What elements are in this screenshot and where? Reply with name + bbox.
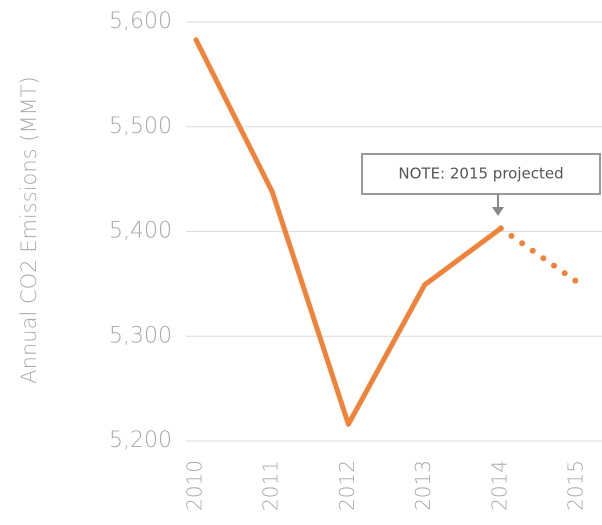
annotation-box — [361, 153, 601, 195]
annotation-arrowhead — [492, 207, 504, 216]
x-tick-label: 2015 — [564, 460, 588, 511]
x-tick-label: 2013 — [411, 460, 435, 511]
x-tick-label: 2012 — [335, 460, 359, 511]
y-tick-label: 5,300 — [109, 323, 172, 348]
annotation: NOTE: 2015 projected — [398, 165, 563, 183]
projected-line — [497, 225, 580, 285]
y-tick-label: 5,200 — [109, 428, 172, 453]
x-tick-label: 2011 — [259, 460, 283, 511]
x-tick-label: 2014 — [487, 460, 511, 511]
y-tick-label: 5,600 — [109, 9, 172, 34]
y-tick-label: 5,400 — [109, 219, 172, 244]
line — [193, 37, 504, 427]
y-axis-label: Annual CO2 Emissions (MMT) — [17, 76, 41, 383]
x-tick-label: 2010 — [183, 460, 207, 511]
y-tick-label: 5,500 — [109, 114, 172, 139]
